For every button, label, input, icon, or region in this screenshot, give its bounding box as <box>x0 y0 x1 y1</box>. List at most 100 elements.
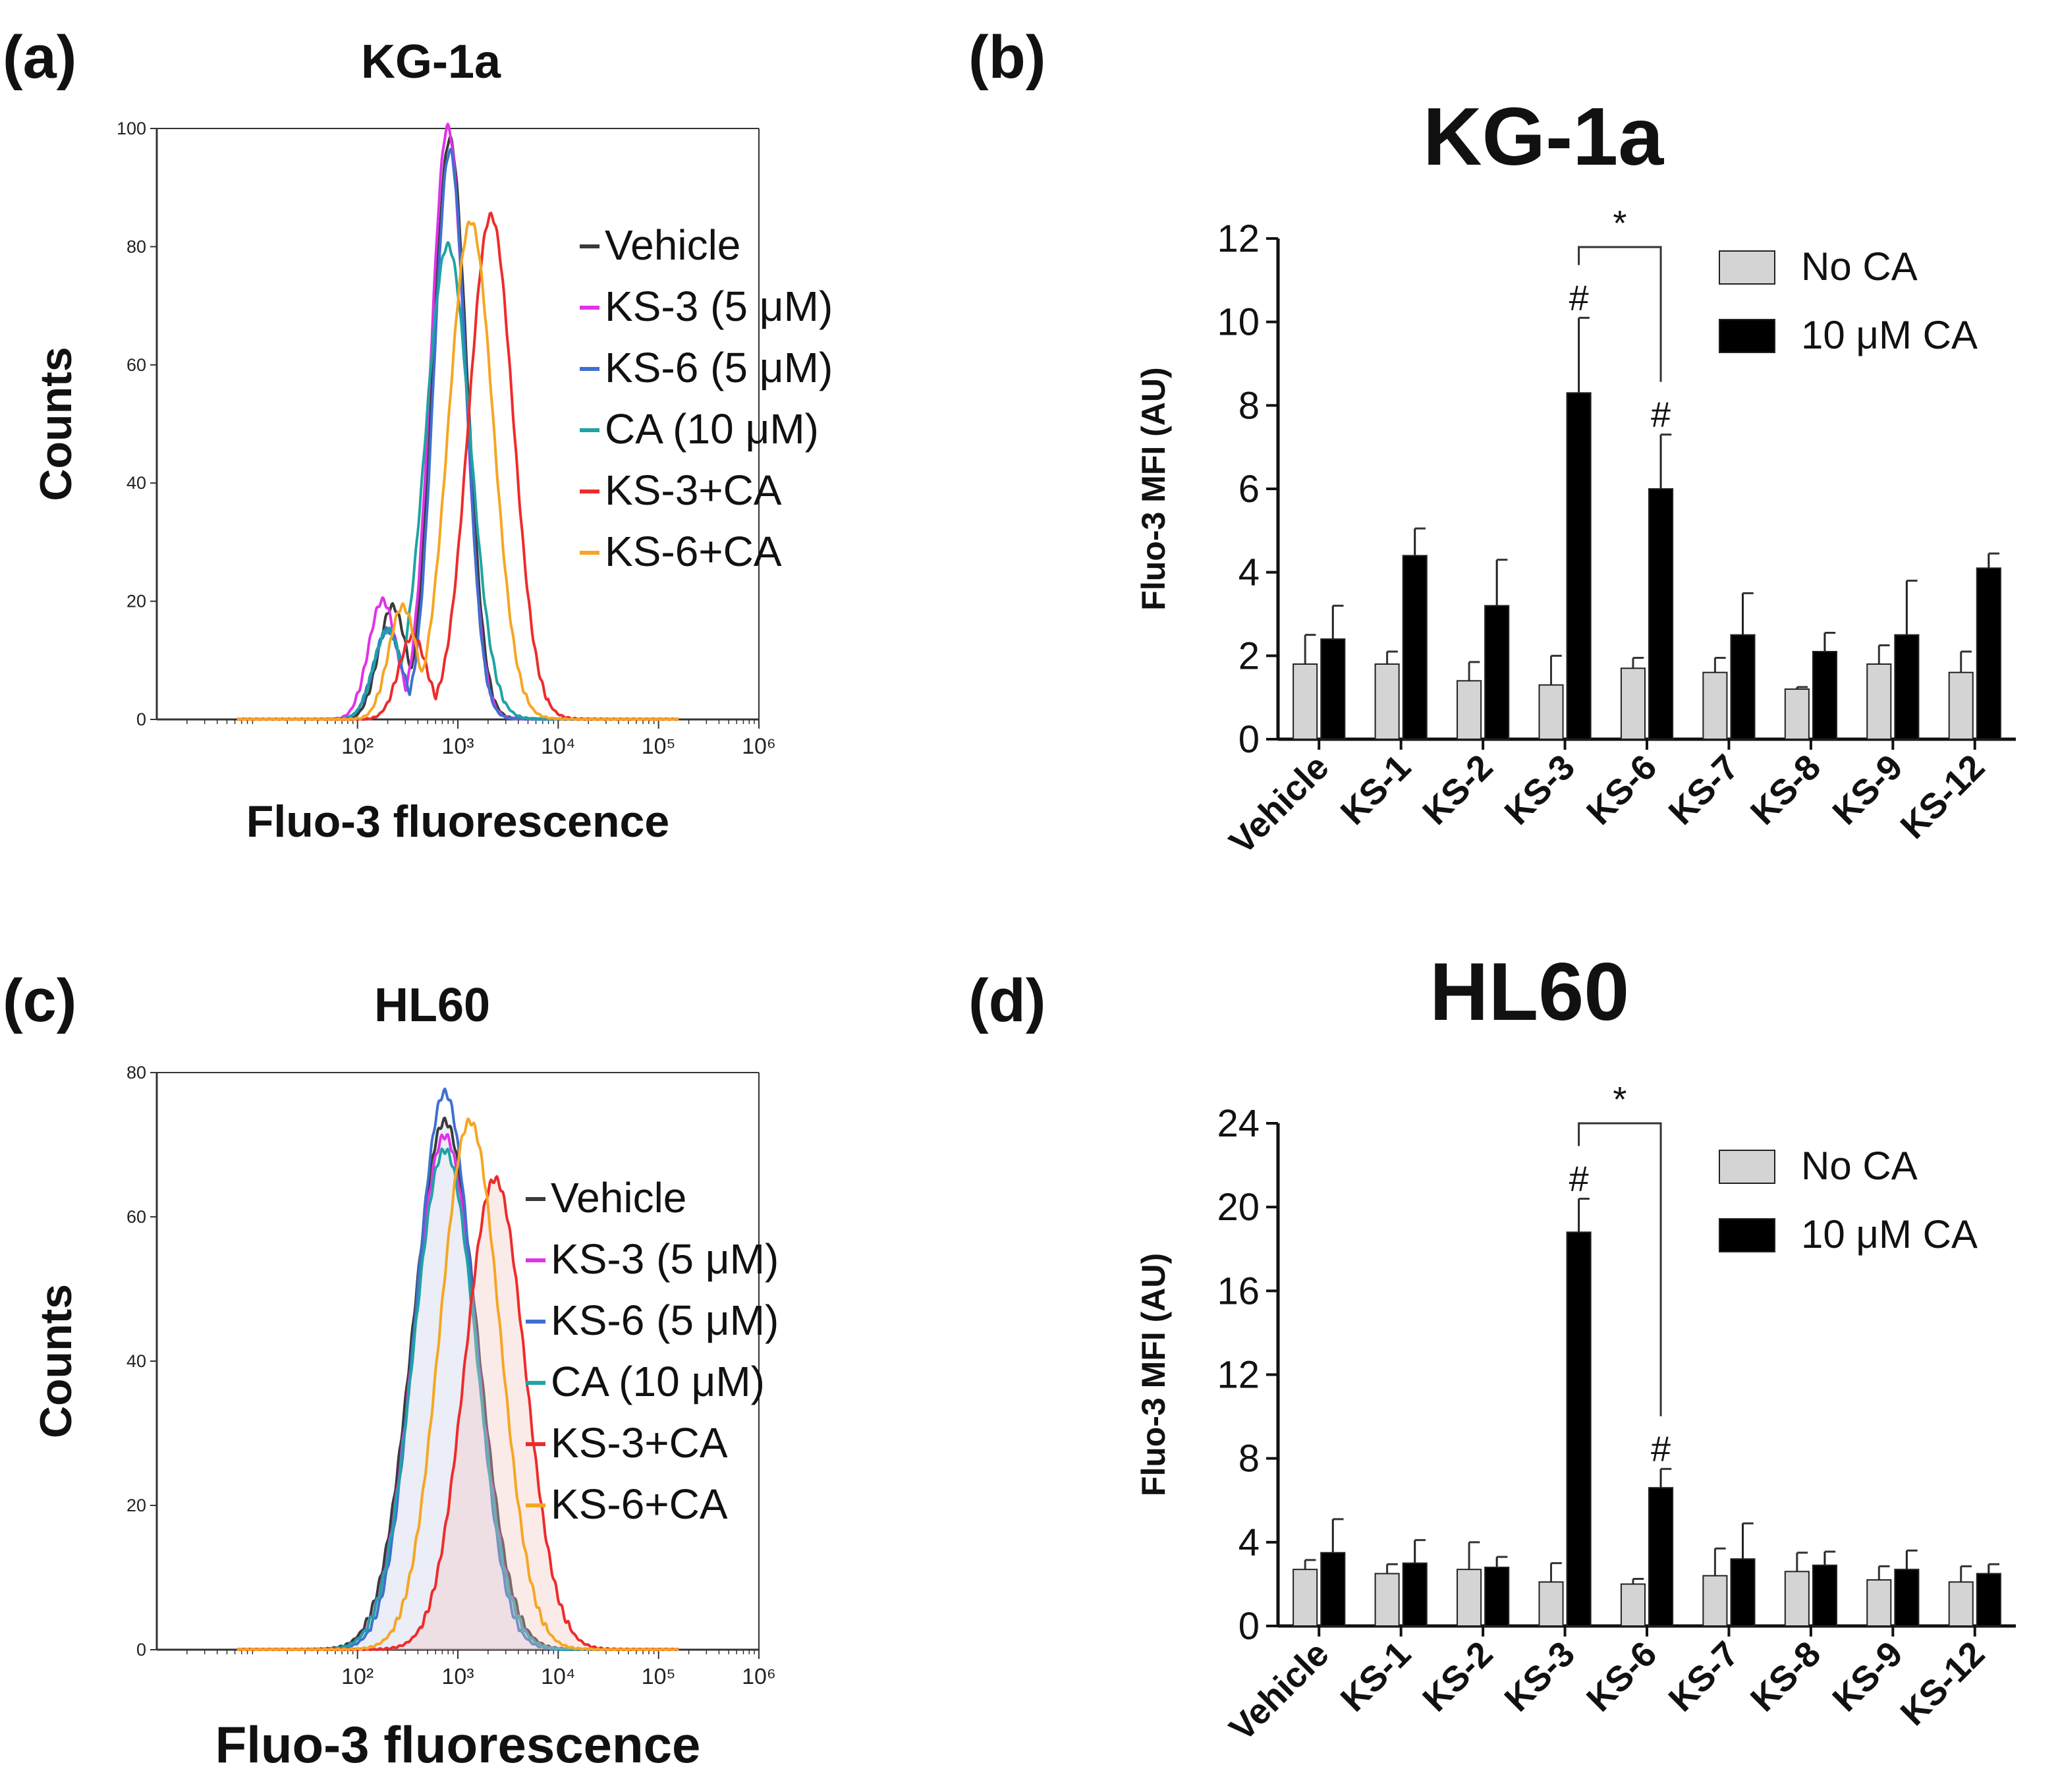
y-tick-label: 0 <box>1238 1605 1260 1648</box>
significance-star: * <box>1613 1080 1627 1119</box>
series-fill <box>236 1176 679 1650</box>
category-label: KS-1 <box>1333 747 1418 832</box>
bar-no-ca <box>1948 1581 1974 1627</box>
bar-no-ca <box>1948 671 1974 741</box>
significance-hash: # <box>1569 1159 1589 1198</box>
y-tick-label: 24 <box>1217 1102 1260 1145</box>
legend-label: KS-3 (5 μM) <box>551 1235 779 1283</box>
y-tick-label: 6 <box>1238 468 1260 511</box>
y-tick-label: 10 <box>1217 301 1260 344</box>
bar-ca <box>1894 634 1920 741</box>
y-tick-label: 4 <box>1238 551 1260 594</box>
bar-no-ca <box>1866 1579 1892 1627</box>
legend-label: Vehicle <box>605 221 740 269</box>
panel-c-title: HL60 <box>374 979 490 1032</box>
category-label: KS-12 <box>1893 1634 1993 1733</box>
x-tick-label: 10³ <box>441 1664 474 1689</box>
bar-no-ca <box>1374 663 1400 740</box>
y-tick-label: 0 <box>136 710 146 729</box>
category-label: Vehicle <box>1222 747 1337 862</box>
legend-label: Vehicle <box>551 1174 686 1221</box>
chart-a-kg1a-histogram: 0 20 40 60 80 100 10² 10³ 10⁴ 10⁵ 10⁶ Fluo-3 fluore… <box>31 119 833 847</box>
bar-no-ca <box>1620 667 1646 740</box>
y-tick-label: 2 <box>1238 634 1260 677</box>
x-tick-label: 10² <box>341 1664 374 1689</box>
bar-ca <box>1976 567 2001 740</box>
x-tick-label: 10³ <box>441 734 474 759</box>
bar-ca <box>1566 1231 1592 1627</box>
legend-label: KS-6 (5 μM) <box>551 1297 779 1344</box>
panel-a-title: KG-1a <box>361 36 501 88</box>
panel-b-letter: (b) <box>968 24 1045 91</box>
panel-d-letter: (d) <box>968 967 1045 1034</box>
x-axis-title: Fluo-3 fluorescence <box>246 797 669 847</box>
significance-hash: # <box>1569 278 1589 318</box>
bar-no-ca <box>1784 1571 1810 1627</box>
category-label: KS-6 <box>1579 747 1664 832</box>
category-label: KS-7 <box>1661 1634 1746 1719</box>
bar-no-ca <box>1620 1583 1646 1627</box>
legend-swatch <box>1719 319 1775 353</box>
y-tick-label: 60 <box>126 355 146 375</box>
y-tick-label: 16 <box>1217 1270 1260 1312</box>
panel-c-letter: (c) <box>3 967 76 1034</box>
y-axis-title: Counts <box>31 1284 81 1438</box>
category-label: KS-2 <box>1415 747 1500 832</box>
y-tick-label: 20 <box>126 592 146 611</box>
series-line <box>236 1117 679 1651</box>
legend-label: KS-3 (5 μM) <box>605 283 833 330</box>
bar-ca <box>1812 651 1837 740</box>
legend-label: CA (10 μM) <box>605 405 819 453</box>
x-tick-label: 10⁴ <box>541 734 575 759</box>
panel-d-title: HL60 <box>1430 947 1629 1038</box>
bar-ca <box>1976 1573 2001 1627</box>
chart-c-hl60-histogram: 0 20 40 60 80 10² 10³ 10⁴ 10⁵ 10⁶ Fluo-3 fluoresce… <box>31 1063 779 1774</box>
bar-no-ca <box>1293 1569 1318 1627</box>
bar-no-ca <box>1702 671 1728 741</box>
significance-hash: # <box>1651 395 1671 435</box>
category-label: KS-3 <box>1497 1634 1582 1719</box>
bar-ca <box>1648 1487 1674 1627</box>
y-tick-label: 8 <box>1238 1438 1260 1480</box>
bar-ca <box>1320 638 1346 740</box>
category-label: KS-8 <box>1743 747 1828 832</box>
legend-label: No CA <box>1801 1144 1918 1188</box>
panel-a-letter: (a) <box>3 24 76 91</box>
x-tick-label: 10⁵ <box>642 1664 676 1689</box>
legend-swatch <box>1719 1218 1775 1252</box>
legend-label: 10 μM CA <box>1801 1212 1978 1256</box>
legend-label: No CA <box>1801 244 1918 289</box>
y-tick-label: 40 <box>126 473 146 493</box>
legend-label: KS-6 (5 μM) <box>605 344 833 391</box>
bar-no-ca <box>1457 1569 1482 1627</box>
significance-bracket <box>1578 1122 1662 1416</box>
legend-label: KS-3+CA <box>551 1419 728 1467</box>
x-tick-label: 10² <box>341 734 374 759</box>
significance-bracket <box>1578 246 1662 382</box>
bar-ca <box>1730 634 1756 741</box>
y-tick-label: 100 <box>117 119 146 138</box>
category-label: KS-6 <box>1579 1634 1664 1719</box>
y-tick-label: 0 <box>136 1640 146 1660</box>
legend-label: KS-6+CA <box>605 528 782 575</box>
bar-no-ca <box>1538 684 1564 740</box>
y-axis-title: Counts <box>31 347 81 501</box>
series-fill <box>236 1117 679 1650</box>
legend-label: KS-6+CA <box>551 1480 728 1528</box>
bar-no-ca <box>1538 1581 1564 1627</box>
bar-ca <box>1812 1564 1837 1627</box>
x-tick-label: 10⁴ <box>541 1664 575 1689</box>
legend-label: CA (10 μM) <box>551 1358 765 1405</box>
bar-no-ca <box>1702 1575 1728 1627</box>
significance-star: * <box>1613 204 1627 243</box>
category-label: KS-8 <box>1743 1634 1828 1719</box>
y-tick-label: 12 <box>1217 217 1260 260</box>
y-tick-label: 8 <box>1238 384 1260 427</box>
y-tick-label: 20 <box>1217 1186 1260 1229</box>
legend-label: 10 μM CA <box>1801 313 1978 357</box>
bar-ca <box>1402 1562 1428 1627</box>
y-tick-label: 12 <box>1217 1354 1260 1397</box>
